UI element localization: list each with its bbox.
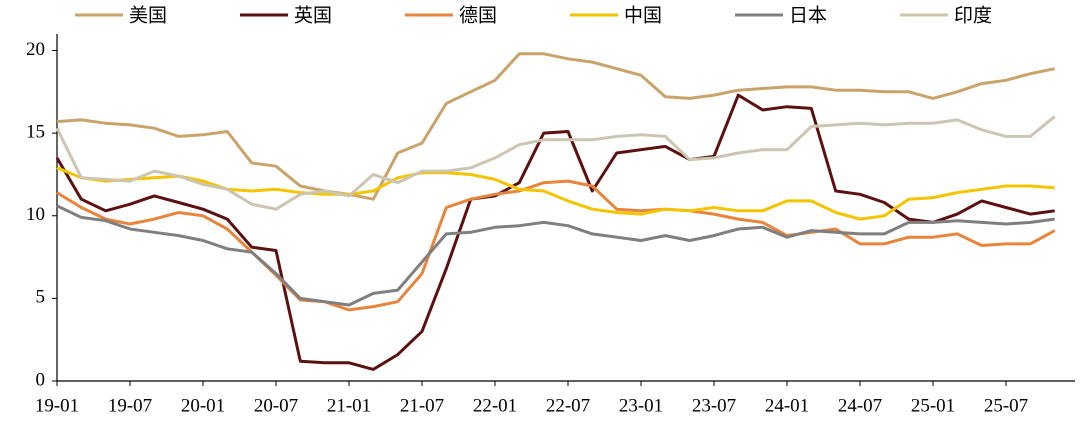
legend-label: 美国 [129, 5, 167, 27]
legend-label: 英国 [294, 5, 332, 27]
x-tick-label: 23-01 [619, 395, 663, 416]
x-tick-label: 24-07 [838, 395, 882, 416]
x-tick-label: 22-01 [473, 395, 517, 416]
series-line [55, 93, 1055, 371]
x-tick-label: 21-07 [400, 395, 444, 416]
y-tick-label: 0 [36, 369, 46, 390]
series-line [56, 179, 1056, 312]
x-tick-label: 25-01 [911, 395, 955, 416]
x-tick-label: 19-07 [108, 395, 152, 416]
legend-label: 印度 [954, 5, 992, 27]
legend-label: 中国 [624, 5, 662, 27]
x-tick-label: 25-07 [984, 395, 1028, 416]
x-tick-label: 19-01 [35, 395, 79, 416]
series-line [56, 52, 1056, 201]
y-tick-label: 5 [36, 287, 46, 308]
x-tick-label: 22-07 [546, 395, 590, 416]
x-tick-label: 21-01 [327, 395, 371, 416]
y-tick-label: 10 [26, 204, 45, 225]
legend-label: 德国 [459, 5, 497, 27]
x-tick-label: 20-01 [181, 395, 225, 416]
legend-label: 日本 [789, 5, 827, 27]
y-tick-label: 15 [26, 122, 45, 143]
y-tick-label: 20 [26, 39, 45, 60]
x-tick-label: 23-07 [692, 395, 736, 416]
x-tick-label: 24-01 [765, 395, 809, 416]
x-tick-label: 20-07 [254, 395, 298, 416]
series-line [55, 115, 1056, 211]
series-line [56, 204, 1055, 307]
